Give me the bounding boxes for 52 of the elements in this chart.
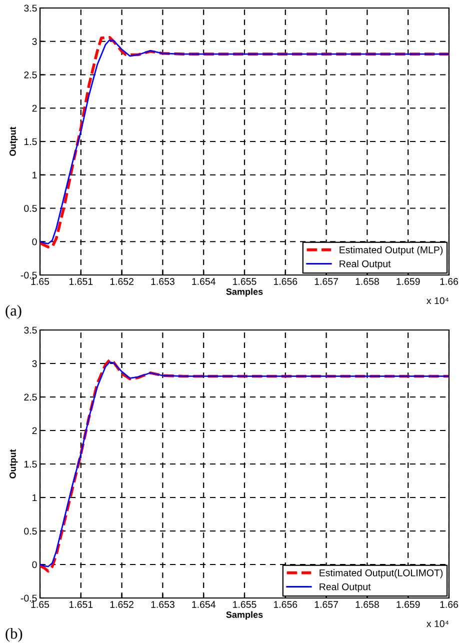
text: (a) (6, 305, 22, 319)
y-tick-label: 2.5 (24, 394, 37, 401)
y-tick-label: 2.5 (24, 71, 37, 78)
y-axis-title: Output (10, 126, 18, 156)
y-tick-label: -0.5 (20, 272, 37, 279)
legend-label: Real Output (320, 583, 371, 592)
y-tick-label: 1 (32, 172, 37, 178)
y-tick-label: 2 (32, 104, 37, 112)
y-tick-label: 3 (32, 38, 37, 45)
x-tick-label: 1.659 (396, 278, 420, 285)
x-tick-label: 1.657 (314, 601, 338, 608)
y-tick-label: -0.5 (20, 594, 37, 602)
text: (b) (6, 628, 22, 642)
y-axis-title: Output (10, 449, 18, 478)
x-tick-label: 1.659 (396, 601, 420, 608)
x-tick-label: 1.66 (440, 278, 458, 285)
y-tick-label: 0.5 (24, 528, 37, 535)
legend-label: Estimated Output (MLP) (340, 246, 443, 256)
x-axis-title: Samples (226, 288, 263, 297)
x-tick-label: 1.655 (233, 278, 256, 285)
y-tick-label: 0 (32, 238, 37, 246)
x-tick-label: 1.657 (314, 278, 338, 285)
x-tick-label: 1.655 (233, 601, 256, 608)
y-tick-label: 3.5 (24, 326, 37, 334)
y-tick-label: 1 (32, 494, 37, 502)
x-tick-label: 1.651 (69, 601, 93, 608)
y-tick-label: 1.5 (24, 138, 37, 146)
x-axis-title: Samples (226, 611, 263, 620)
x-tick-label: 1.66 (440, 601, 458, 608)
x-tick-label: 1.656 (274, 278, 298, 285)
y-tick-label: 0.5 (24, 204, 37, 212)
legend-label: Real Output (340, 260, 391, 270)
x-tick-label: 1.658 (356, 278, 379, 285)
x-tick-label: 1.654 (192, 278, 216, 285)
x-tick-label: 1.658 (356, 601, 379, 608)
x-tick-label: 1.656 (274, 601, 298, 608)
x-tick-label: 1.651 (69, 278, 93, 285)
legend-label: Estimated Output(LOLIMOT) (320, 569, 443, 578)
x-tick-label: 1.652 (110, 278, 134, 285)
y-tick-label: 2 (32, 427, 37, 434)
text: x 10⁴ (426, 297, 449, 304)
text: x 10⁴ (426, 620, 449, 628)
y-tick-label: 1.5 (24, 460, 37, 468)
y-tick-label: 3.5 (24, 4, 37, 12)
y-tick-label: 0 (32, 561, 37, 568)
x-tick-label: 1.65 (31, 601, 50, 608)
x-tick-label: 1.652 (110, 601, 134, 608)
x-tick-label: 1.653 (151, 278, 174, 285)
x-tick-label: 1.653 (151, 601, 174, 608)
y-tick-label: 3 (32, 360, 37, 368)
x-tick-label: 1.654 (192, 601, 216, 608)
x-tick-label: 1.65 (31, 278, 50, 285)
